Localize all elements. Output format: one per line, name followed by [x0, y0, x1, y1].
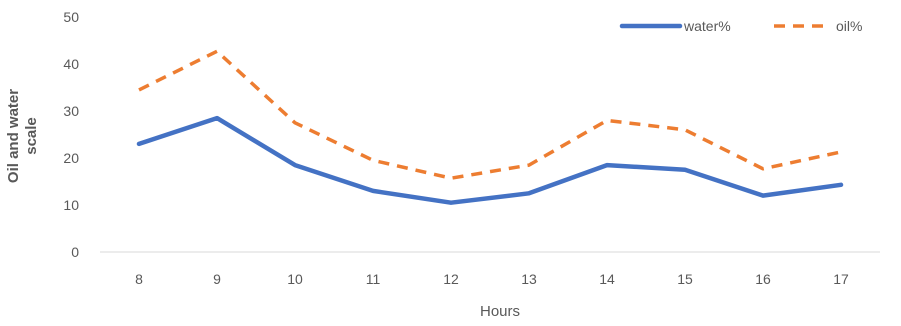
y-tick-label: 40	[63, 56, 79, 72]
axes-group: 0 10 20 30 40 50 8 9 10 11 12 13 14 15 16 17	[63, 9, 880, 287]
y-axis-title: Oil and waterscale	[5, 89, 40, 183]
x-tick-label: 9	[213, 271, 221, 287]
y-tick-label: 50	[63, 9, 79, 25]
x-tick-label: 12	[443, 271, 459, 287]
x-tick-label: 8	[135, 271, 143, 287]
x-axis-title: Hours	[480, 303, 520, 320]
legend: water% oil%	[619, 18, 862, 34]
legend-label-water: water%	[683, 18, 731, 34]
x-tick-label: 16	[755, 271, 771, 287]
legend-label-oil: oil%	[836, 18, 862, 34]
y-tick-label: 30	[63, 103, 79, 119]
x-tick-label: 11	[366, 271, 381, 287]
y-axis-title-line: Oil and water	[5, 89, 22, 183]
x-tick-label: 10	[287, 271, 303, 287]
x-tick-label: 17	[833, 271, 849, 287]
x-tick-label: 15	[677, 271, 693, 287]
series-line-water	[136, 115, 844, 205]
series-group	[136, 49, 844, 205]
y-tick-label: 10	[63, 197, 79, 213]
series-line-oil	[138, 49, 842, 180]
x-tick-label: 14	[599, 271, 615, 287]
x-tick-label: 13	[521, 271, 537, 287]
y-axis-title-line: scale	[23, 117, 40, 155]
y-tick-label: 0	[71, 244, 79, 260]
y-tick-label: 20	[63, 150, 79, 166]
